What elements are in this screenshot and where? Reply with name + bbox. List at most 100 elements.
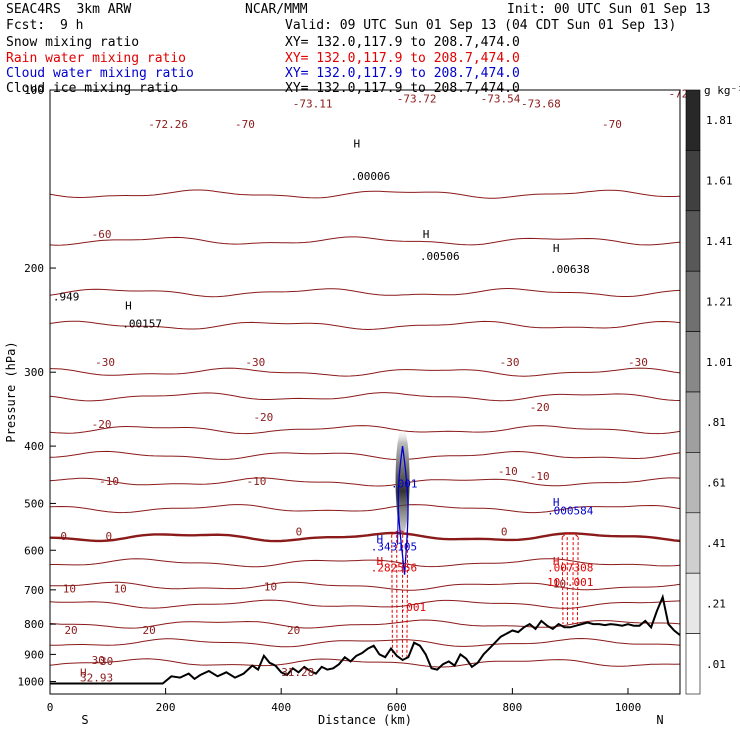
isotherm-line (49, 450, 681, 460)
header-center: NCAR/MMM (245, 2, 308, 17)
contour-label: -20 (92, 418, 112, 431)
colorbar-swatch (685, 210, 701, 272)
contour-label: -30 (628, 356, 648, 369)
x-end-label-north: N (656, 713, 663, 727)
contour-label: 30 (92, 654, 105, 667)
contour-label: -72.26 (148, 118, 188, 131)
colorbar-unit: g kg⁻¹ (704, 84, 740, 97)
isotherm-line (50, 558, 681, 568)
isotherm-line (49, 189, 681, 199)
contour-label: H (377, 555, 384, 568)
colorbar-tick-label: .41 (706, 537, 726, 550)
contour-label: .00006 (351, 170, 391, 183)
colorbar-tick-label: .81 (706, 416, 726, 429)
header-fcst-label: Fcst: (6, 18, 46, 33)
contour-label: 10 (114, 582, 127, 595)
isotherm-layer (49, 189, 681, 668)
isotherm-line (49, 392, 681, 402)
snow-shading-layer (395, 427, 410, 534)
contour-label: 31.28 (281, 666, 314, 679)
y-tick-label: 100 (24, 84, 44, 97)
colorbar-swatch (685, 89, 701, 151)
colorbar-tick-label: .21 (706, 597, 726, 610)
contour-label: .001 (400, 601, 427, 614)
isotherm-line (49, 425, 681, 435)
contour-label: -30 (500, 356, 520, 369)
rain-contour (391, 530, 409, 536)
y-tick-label: 300 (24, 366, 44, 379)
rain-contour (406, 534, 409, 658)
isotherm-line (49, 287, 681, 298)
y-tick-label: 1000 (18, 675, 45, 688)
field-rain-name: Rain water mixing ratio (6, 51, 187, 66)
colorbar-swatch (685, 572, 701, 634)
field-snow-xy: XY= 132.0,117.9 to 208.7,474.0 (285, 35, 520, 50)
colorbar-tick-label: 1.21 (706, 295, 733, 308)
contour-label: 10 (63, 582, 76, 595)
cloud-water-contour (397, 486, 400, 545)
isotherm-line (49, 599, 681, 609)
contour-label: 20 (287, 624, 300, 637)
contour-label: 10 (264, 581, 277, 594)
isotherm-line (50, 637, 681, 648)
contour-label: -73.11 (293, 97, 333, 110)
contour-label: .001 (391, 478, 418, 491)
contour-label: .282556 (371, 562, 417, 575)
contour-label: .00506 (420, 250, 460, 263)
contour-label: H (553, 496, 560, 509)
isotherm-line (49, 320, 681, 331)
x-tick-label: 1000 (615, 701, 642, 714)
contour-label: H (553, 555, 560, 568)
terrain-line (50, 593, 681, 685)
contour-label: 0 (60, 530, 67, 543)
colorbar-swatch (685, 633, 701, 695)
colorbar-tick-label: 1.41 (706, 235, 733, 248)
y-tick-label: 700 (24, 584, 44, 597)
contour-label: 10 (553, 577, 566, 590)
contour-label: -73.54 (481, 93, 521, 106)
isotherm-line (49, 658, 681, 668)
contour-label: 20 (142, 624, 155, 637)
contour-label: H (125, 299, 132, 312)
terrain-layer (50, 593, 681, 685)
cloud-water-layer (397, 446, 409, 575)
field-snow-name: Snow mixing ratio (6, 35, 140, 50)
x-tick-label: 600 (387, 701, 407, 714)
contour-label: H (553, 242, 560, 255)
contour-label: -30 (93, 655, 113, 668)
contour-label: -10 (247, 475, 267, 488)
colorbar-swatch (685, 270, 701, 332)
y-axis-label: Pressure (hPa) (4, 341, 18, 442)
contour-label: .00157 (122, 317, 162, 330)
contour-label: -10 (99, 475, 119, 488)
x-tick-label: 800 (502, 701, 522, 714)
contour-label: 0 (105, 530, 112, 543)
contour-label: .007308 (547, 562, 593, 575)
field-cloud-ice-xy: XY= 132.0,117.9 to 208.7,474.0 (285, 81, 520, 96)
contour-label: -70 (235, 118, 255, 131)
contour-label: -72 (668, 88, 688, 101)
y-tick-label: 600 (24, 544, 44, 557)
contour-label: 10 .001 (547, 576, 593, 589)
contour-label: -73.72 (397, 93, 437, 106)
plot-frame (49, 89, 681, 695)
y-tick-label: 500 (24, 497, 44, 510)
contour-label: H (423, 228, 430, 241)
colorbar-tick-label: 1.61 (706, 175, 733, 188)
contour-label: H (80, 666, 87, 679)
isotherm-line (49, 504, 681, 514)
field-cloud-water-xy: XY= 132.0,117.9 to 208.7,474.0 (285, 66, 520, 81)
snow-shaded-column (395, 427, 410, 534)
contour-label: -30 (245, 356, 265, 369)
contour-label: 0 (501, 526, 508, 539)
isotherm-line (49, 531, 681, 543)
contour-label: -70 (602, 118, 622, 131)
colorbar-tick-label: .01 (706, 658, 726, 671)
contour-label: -20 (253, 411, 273, 424)
contour-label: .949 (53, 291, 80, 304)
contour-label: 20 (64, 624, 77, 637)
isotherm-line (49, 367, 681, 377)
colorbar-swatch (685, 331, 701, 393)
rain-contour (561, 537, 564, 625)
